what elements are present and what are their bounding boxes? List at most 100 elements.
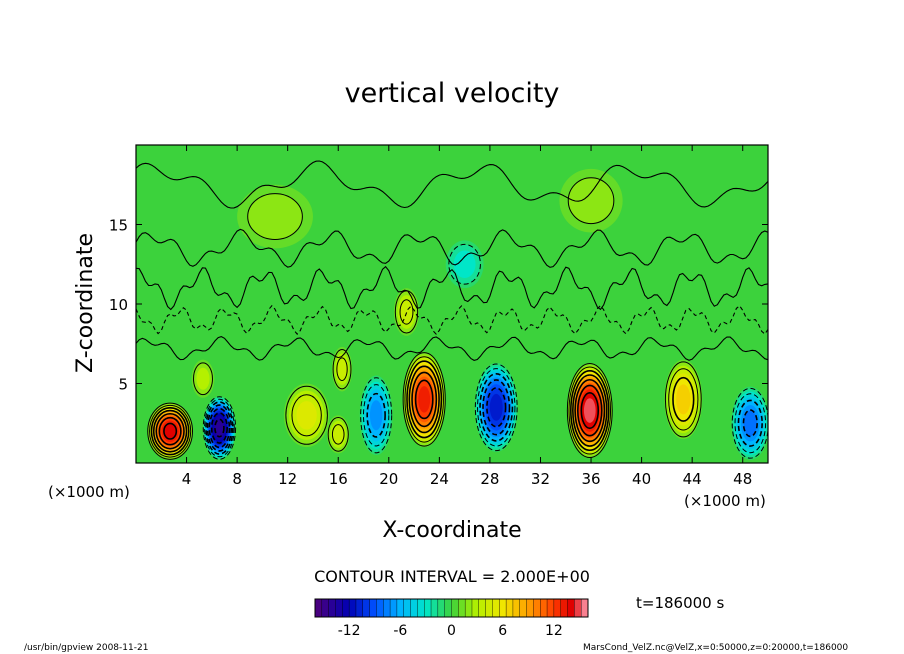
contour-line xyxy=(208,407,231,449)
contour-line xyxy=(576,384,603,437)
contour-line xyxy=(366,392,386,438)
contour-line xyxy=(572,374,608,447)
z-tick-label: 15 xyxy=(109,217,128,235)
colorbar-segment xyxy=(553,598,562,618)
cell-contours xyxy=(360,377,393,454)
contour-line xyxy=(202,396,237,460)
z-tick-label: 10 xyxy=(109,296,128,314)
colorbar-segment xyxy=(512,598,521,618)
contour-line xyxy=(214,418,225,438)
contour-line xyxy=(149,404,192,458)
colorbar-segment xyxy=(321,598,330,618)
contour-line xyxy=(402,352,446,447)
colorbar xyxy=(314,598,589,618)
contour-line xyxy=(406,360,443,439)
cell-level xyxy=(743,410,758,437)
colorbar-tick-label: 12 xyxy=(545,623,563,639)
contour-line xyxy=(672,376,695,422)
cell-level xyxy=(336,358,348,381)
colorbar-segment xyxy=(362,598,371,618)
colorbar-segment xyxy=(471,598,480,618)
plot-area xyxy=(135,144,769,464)
zero-contour-line xyxy=(136,228,768,268)
x-tick-label: 48 xyxy=(733,470,752,488)
contour-line xyxy=(399,299,414,325)
colorbar-tick-label: -12 xyxy=(338,623,361,639)
cell-contours xyxy=(247,193,303,240)
colorbar-segment xyxy=(464,598,473,618)
cell-contours xyxy=(285,385,328,445)
velocity-cell xyxy=(283,383,330,448)
cell-level xyxy=(196,367,210,390)
contour-line xyxy=(737,399,763,447)
colorbar-segment xyxy=(417,598,425,618)
colorbar-segment xyxy=(444,598,452,618)
contour-line xyxy=(205,401,234,455)
x-tick-label: 44 xyxy=(683,470,702,488)
colorbar-segment xyxy=(369,598,377,618)
zero-contour-line xyxy=(136,265,768,311)
colorbar-segment xyxy=(580,598,589,618)
x-tick-label: 40 xyxy=(632,470,651,488)
cell-contours xyxy=(147,402,193,460)
cell-contours xyxy=(332,349,352,390)
footer-program: /usr/bin/gpview 2008-11-21 xyxy=(24,643,148,653)
cell-level xyxy=(215,419,224,437)
x-tick-label: 20 xyxy=(379,470,398,488)
colorbar-segment xyxy=(430,598,439,618)
footer-file-info: MarsCond_VelZ.nc@VelZ,x=0:50000,z=0:2000… xyxy=(583,643,848,653)
cell-contours xyxy=(566,363,613,459)
colorbar-segment xyxy=(499,598,507,618)
contour-line xyxy=(360,377,393,454)
contour-line xyxy=(477,368,516,447)
contour-line xyxy=(336,357,348,382)
contour-line xyxy=(566,363,613,459)
cell-level xyxy=(453,250,476,279)
colorbar-segment xyxy=(526,598,534,618)
colorbar-tick-label: 0 xyxy=(447,623,456,639)
contour-line xyxy=(204,398,235,458)
colorbar-tick-label: 6 xyxy=(498,623,507,639)
cell-level xyxy=(332,424,344,444)
colorbar-segment xyxy=(355,598,364,618)
contour-line xyxy=(580,391,600,430)
contour-line xyxy=(408,365,440,434)
contour-line xyxy=(327,417,349,452)
colorbar-segment xyxy=(478,598,487,618)
x-unit-label-left: (×1000 m) xyxy=(48,483,130,501)
velocity-cell xyxy=(237,184,313,249)
cell-level xyxy=(568,178,614,224)
velocity-cell xyxy=(474,362,518,452)
contour-line xyxy=(567,177,615,225)
z-tick-label: 5 xyxy=(118,376,128,394)
contour-line xyxy=(206,404,233,452)
colorbar-segment xyxy=(389,598,398,618)
colorbar-segment xyxy=(533,598,541,618)
contour-line xyxy=(742,409,758,438)
contour-line xyxy=(155,412,185,450)
colorbar-segment xyxy=(396,598,405,618)
contour-line xyxy=(362,384,390,447)
colorbar-segment xyxy=(485,598,493,618)
cell-contours xyxy=(731,387,768,459)
contour-line xyxy=(210,412,228,444)
velocity-cell xyxy=(191,359,215,398)
colorbar-segment xyxy=(437,598,446,618)
colorbar-segment xyxy=(314,598,323,618)
contour-interval-text: CONTOUR INTERVAL = 2.000E+00 xyxy=(314,567,590,586)
x-tick-label: 8 xyxy=(232,470,242,488)
colorbar-segment xyxy=(574,598,582,618)
contour-line xyxy=(474,363,518,452)
colorbar-segment xyxy=(335,598,343,618)
cell-contours xyxy=(567,177,615,225)
contour-lines-layer xyxy=(136,160,768,460)
cell-level xyxy=(418,386,431,413)
contour-line xyxy=(158,416,182,446)
velocity-cell xyxy=(359,375,393,456)
colorbar-segment xyxy=(342,598,350,618)
colorbar-segment xyxy=(519,598,528,618)
contour-line xyxy=(411,371,438,428)
contour-line xyxy=(574,378,606,443)
velocity-cell xyxy=(326,415,350,454)
colorbar-segment xyxy=(328,598,336,618)
